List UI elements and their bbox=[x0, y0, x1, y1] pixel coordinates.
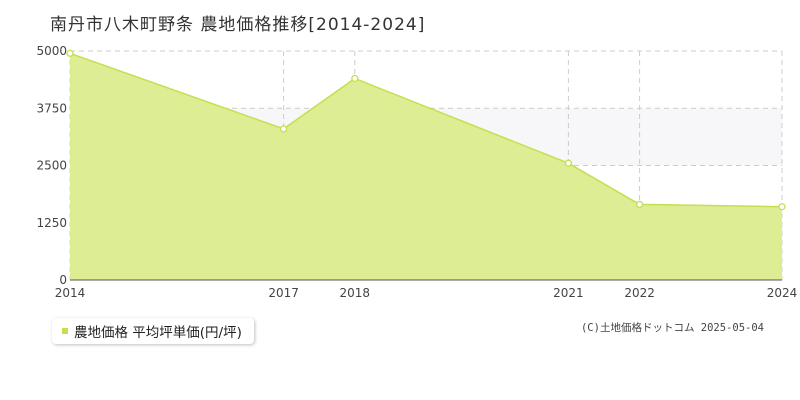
data-point bbox=[564, 159, 573, 167]
x-tick-label: 2018 bbox=[340, 286, 371, 300]
x-tick-label: 2024 bbox=[767, 286, 798, 300]
series-points bbox=[66, 49, 786, 211]
x-tick-label: 2021 bbox=[553, 286, 584, 300]
copyright-credit: (C)土地価格ドットコム 2025-05-04 bbox=[580, 322, 764, 334]
x-tick-label: 2014 bbox=[55, 286, 86, 300]
series-area bbox=[70, 53, 782, 280]
x-tick-label: 2017 bbox=[268, 286, 299, 300]
legend-label: 農地価格 平均坪単価(円/坪) bbox=[74, 325, 242, 341]
data-point bbox=[635, 200, 644, 209]
x-tick-label: 2022 bbox=[624, 286, 655, 300]
y-tick-label: 2500 bbox=[36, 159, 67, 173]
legend: 農地価格 平均坪単価(円/坪) bbox=[52, 318, 254, 344]
data-point bbox=[66, 49, 74, 57]
legend-swatch bbox=[62, 328, 68, 334]
chart-title: 南丹市八木町野条 農地価格推移[2014-2024] bbox=[50, 15, 426, 35]
y-tick-label: 0 bbox=[59, 273, 67, 287]
y-tick-labels: 0 1250 2500 3750 5000 bbox=[36, 44, 67, 287]
data-point bbox=[778, 203, 786, 211]
data-point bbox=[279, 125, 288, 133]
y-tick-label: 5000 bbox=[36, 44, 67, 58]
y-tick-label: 1250 bbox=[36, 216, 67, 230]
y-tick-label: 3750 bbox=[36, 101, 67, 115]
x-tick-labels: 2014 2017 2018 2021 2022 2024 bbox=[55, 286, 798, 300]
data-point bbox=[351, 74, 359, 83]
series-line bbox=[69, 52, 783, 208]
